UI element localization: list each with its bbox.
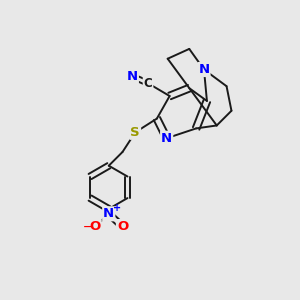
Text: N: N <box>198 63 209 76</box>
Text: −: − <box>82 222 92 232</box>
Text: S: S <box>130 126 140 139</box>
Text: O: O <box>89 220 101 233</box>
Text: O: O <box>117 220 128 233</box>
Text: N: N <box>103 207 114 220</box>
Text: +: + <box>112 203 121 213</box>
Text: C: C <box>144 77 152 90</box>
Text: N: N <box>161 132 172 145</box>
Text: N: N <box>127 70 138 83</box>
